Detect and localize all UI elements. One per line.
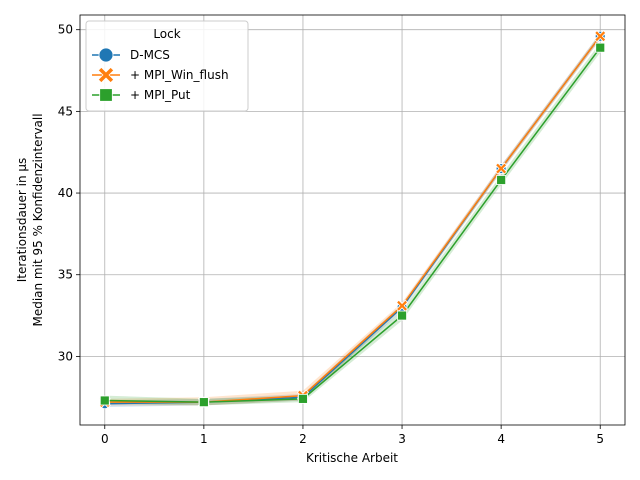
- x-axis-ticks: 0 1 2 3 4 5: [101, 425, 604, 446]
- x-tick-label: 2: [299, 432, 307, 446]
- legend-entry: D-MCS: [92, 47, 170, 63]
- legend-title: Lock: [153, 27, 180, 41]
- x-tick-label: 5: [596, 432, 604, 446]
- data-point: [495, 162, 508, 175]
- series-markers: [98, 30, 607, 410]
- data-point: [397, 310, 407, 321]
- series-lines: [104, 35, 601, 405]
- x-axis-label: Kritische Arbeit: [306, 451, 398, 465]
- data-point: [496, 175, 507, 185]
- y-axis-label-line-1: Iterationsdauer in µs: [15, 158, 29, 283]
- legend-marker: [99, 88, 113, 102]
- series-line: [104, 47, 601, 403]
- legend-entry: + MPI_Put: [92, 88, 191, 102]
- x-tick-label: 1: [200, 432, 208, 446]
- y-tick-label: 50: [58, 23, 73, 37]
- data-point: [99, 395, 110, 406]
- legend-label: + MPI_Put: [130, 88, 191, 102]
- data-point: [198, 397, 209, 408]
- legend-entries: D-MCS + MPI_Win_flush + MPI_Put: [92, 47, 229, 102]
- plot-frame: [79, 14, 626, 426]
- x-tick-label: 0: [101, 432, 109, 446]
- y-tick-label: 30: [58, 349, 73, 363]
- data-point: [298, 393, 308, 404]
- y-tick-label: 35: [58, 268, 73, 282]
- y-axis-ticks: 30 35 40 45 50: [58, 23, 80, 363]
- x-tick-label: 4: [497, 432, 505, 446]
- legend-box: [85, 20, 249, 112]
- legend-label: D-MCS: [130, 48, 170, 62]
- y-tick-label: 40: [58, 186, 73, 200]
- x-tick-label: 3: [398, 432, 406, 446]
- y-axis-label-line-2: Median mit 95 % Konfidenzintervall: [31, 113, 45, 326]
- legend: Lock D-MCS + MPI_Win_flush + MPI_Put: [85, 20, 249, 112]
- legend-label: + MPI_Win_flush: [130, 68, 229, 82]
- legend-entry: + MPI_Win_flush: [92, 66, 229, 84]
- legend-marker: [98, 47, 114, 63]
- data-point: [595, 42, 606, 53]
- data-point: [594, 30, 607, 43]
- legend-marker: [97, 66, 115, 84]
- y-tick-label: 45: [58, 104, 73, 118]
